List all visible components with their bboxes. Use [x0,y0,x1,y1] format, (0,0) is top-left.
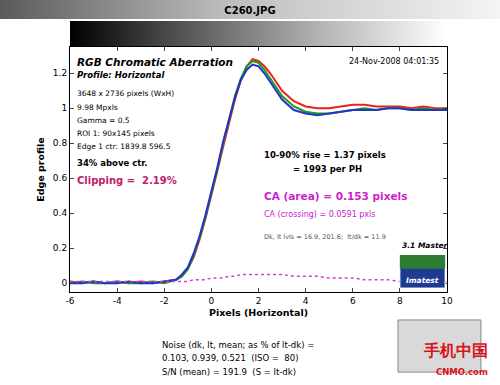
svg-text:C260.JPG: C260.JPG [224,5,275,16]
svg-text:CNMO.com: CNMO.com [436,367,488,377]
svg-text:-2: -2 [160,296,169,306]
svg-text:24-Nov-2008 04:01:35: 24-Nov-2008 04:01:35 [349,57,439,66]
svg-text:ROI 1: 90x145 pixels: ROI 1: 90x145 pixels [77,129,155,138]
svg-text:Edge 1 ctr: 1839.8 596.5: Edge 1 ctr: 1839.8 596.5 [77,142,171,151]
svg-text:Pixels (Horizontal): Pixels (Horizontal) [209,307,308,318]
svg-text:Gamma = 0.5: Gamma = 0.5 [77,116,130,125]
svg-text:手机中国: 手机中国 [423,341,488,360]
svg-text:0.4: 0.4 [53,208,68,218]
svg-text:Edge profile: Edge profile [35,137,46,202]
svg-text:2: 2 [256,296,262,306]
svg-text:8: 8 [397,296,403,306]
svg-text:Clipping = 2.19%: Clipping = 2.19% [77,175,177,186]
svg-text:RGB Chromatic Aberration: RGB Chromatic Aberration [77,56,233,68]
svg-text:= 1993 per PH: = 1993 per PH [293,164,362,174]
svg-text:CA (crossing) = 0.0591 pxls: CA (crossing) = 0.0591 pxls [264,210,375,219]
svg-text:-4: -4 [113,296,122,306]
svg-text:6: 6 [350,296,356,306]
svg-text:-6: -6 [66,296,75,306]
svg-text:9.98 Mpxls: 9.98 Mpxls [77,103,118,112]
svg-text:3648 x 2736 pixels (WxH): 3648 x 2736 pixels (WxH) [77,89,174,98]
svg-text:0.2: 0.2 [53,243,67,253]
svg-text:S/N (mean) = 191.9 (S = lt-dk: S/N (mean) = 191.9 (S = lt-dk) [162,367,296,377]
svg-text:Imatest: Imatest [406,276,439,285]
svg-text:3.1 Master: 3.1 Master [402,241,449,250]
svg-text:1.2: 1.2 [53,68,67,78]
svg-text:0.8: 0.8 [53,138,68,148]
svg-text:0.6: 0.6 [53,173,68,183]
svg-text:0.103, 0.939, 0.521 (ISO = 8: 0.103, 0.939, 0.521 (ISO = 80) [162,353,298,363]
svg-text:Dk, lt lvls = 16.9, 201.6; lt: Dk, lt lvls = 16.9, 201.6; lt/dk = 11.9 [264,233,386,241]
svg-text:34% above ctr.: 34% above ctr. [77,158,148,168]
svg-text:1: 1 [61,103,67,113]
svg-text:10: 10 [441,296,453,306]
svg-text:CA (area) = 0.153 pixels: CA (area) = 0.153 pixels [264,190,407,202]
svg-text:10-90% rise = 1.37 pixels: 10-90% rise = 1.37 pixels [264,150,386,160]
svg-text:Profile: Horizontal: Profile: Horizontal [77,70,165,80]
svg-text:0: 0 [209,296,215,306]
svg-text:Noise (dk, lt, mean; as % of l: Noise (dk, lt, mean; as % of lt-dk) = [162,340,314,350]
svg-text:4: 4 [303,296,309,306]
svg-text:0: 0 [61,278,67,288]
